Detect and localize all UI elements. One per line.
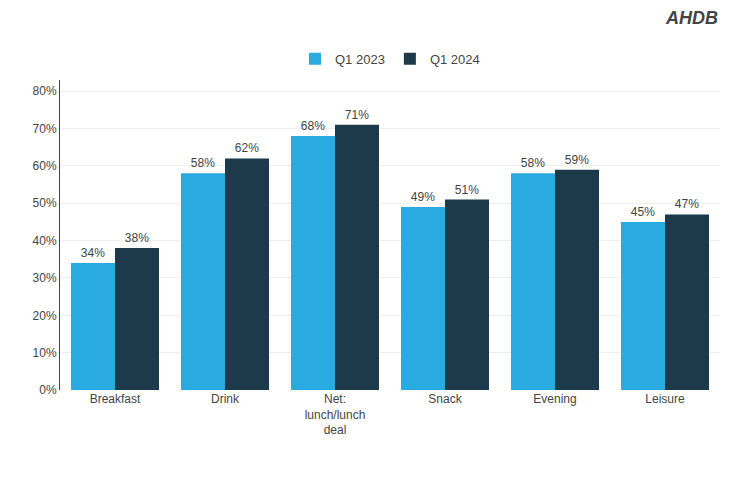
svg-text:38%: 38% [125,231,149,245]
svg-text:Leisure: Leisure [645,392,685,406]
svg-text:Breakfast: Breakfast [90,392,141,406]
svg-text:34%: 34% [81,246,105,260]
svg-text:59%: 59% [565,153,589,167]
svg-text:40%: 40% [33,234,57,248]
svg-text:70%: 70% [33,122,57,136]
svg-text:51%: 51% [455,183,479,197]
svg-text:Net:lunch/lunchdeal: Net:lunch/lunchdeal [305,392,366,437]
svg-text:10%: 10% [33,346,57,360]
svg-text:68%: 68% [301,119,325,133]
svg-text:30%: 30% [33,271,57,285]
svg-text:20%: 20% [33,309,57,323]
svg-text:58%: 58% [521,156,545,170]
svg-text:80%: 80% [33,84,57,98]
svg-text:Q1 2023: Q1 2023 [335,52,385,67]
svg-text:47%: 47% [675,197,699,211]
svg-text:58%: 58% [191,156,215,170]
svg-text:71%: 71% [345,108,369,122]
svg-text:Snack: Snack [428,392,462,406]
svg-text:0%: 0% [39,383,57,397]
svg-text:49%: 49% [411,190,435,204]
svg-text:AHDB: AHDB [665,8,718,28]
svg-text:Evening: Evening [533,392,576,406]
svg-text:Drink: Drink [211,392,240,406]
svg-text:60%: 60% [33,159,57,173]
svg-text:50%: 50% [33,196,57,210]
svg-text:62%: 62% [235,141,259,155]
svg-text:Q1 2024: Q1 2024 [430,52,480,67]
svg-text:45%: 45% [631,205,655,219]
